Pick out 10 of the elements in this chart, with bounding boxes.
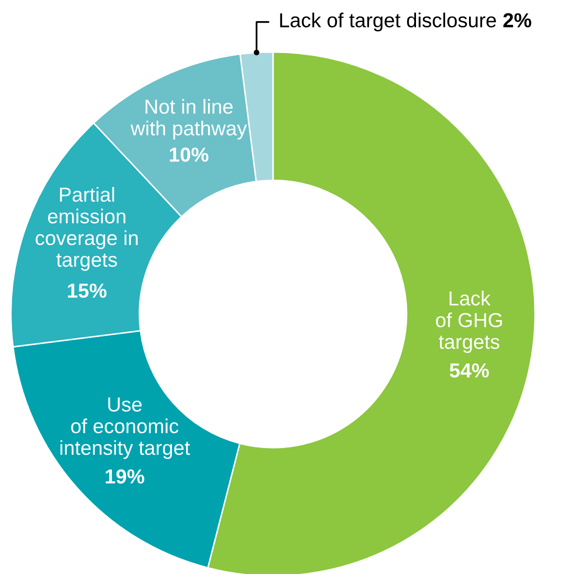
data-label: 54% [450, 363, 489, 378]
slice-label: Not in line with pathway [130, 99, 247, 140]
slice-label: Partial emission coverage in targets [36, 186, 138, 271]
slice-label: Lack of GHG targets [436, 290, 502, 353]
data-label: 15% [68, 284, 107, 298]
data-label: 10% [170, 148, 208, 162]
data-label: 19% [106, 469, 144, 484]
data-label: 2% [503, 13, 532, 28]
slice-label: Use of economic intensity target [60, 398, 190, 459]
slice-label: Lack of target disclosure [280, 12, 496, 32]
